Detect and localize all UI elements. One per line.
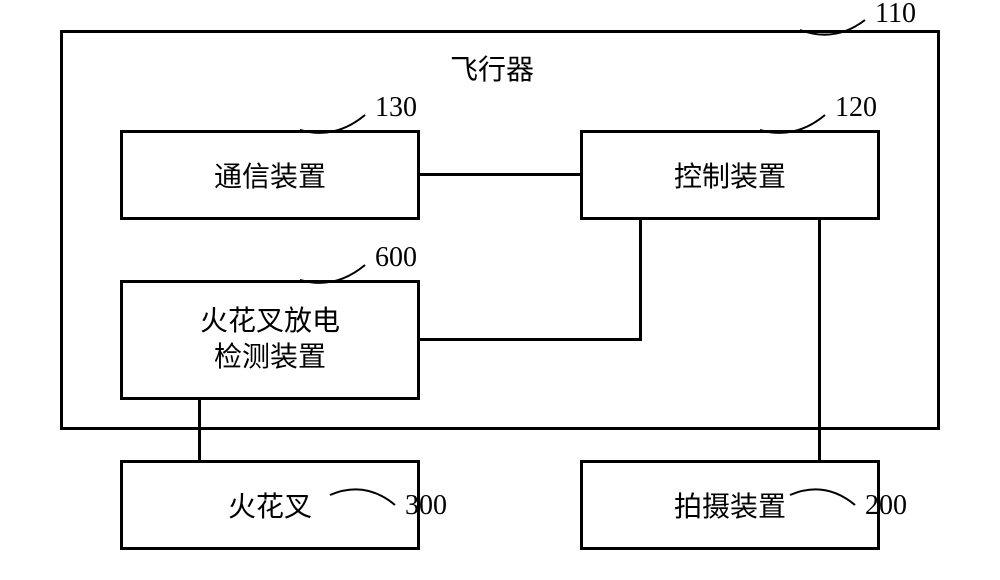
id-600: 600	[375, 242, 417, 274]
connector-detect-control-v	[639, 220, 642, 341]
block-comm: 通信装置	[120, 130, 420, 220]
block-control-label: 控制装置	[674, 155, 786, 195]
id-110: 110	[875, 0, 916, 30]
id-200: 200	[865, 490, 907, 522]
id-130: 130	[375, 92, 417, 124]
connector-comm-control	[420, 173, 580, 176]
block-comm-label: 通信装置	[214, 155, 326, 195]
leader-110	[800, 8, 870, 38]
leader-300	[330, 485, 400, 515]
connector-detect-sparkfork	[198, 400, 201, 460]
block-sparkfork-label: 火花叉	[228, 485, 312, 525]
block-detect: 火花叉放电 检测装置	[120, 280, 420, 400]
leader-600	[300, 255, 370, 285]
id-120: 120	[835, 92, 877, 124]
block-control: 控制装置	[580, 130, 880, 220]
leader-200	[790, 485, 860, 515]
leader-120	[760, 105, 830, 135]
container-title: 飞行器	[450, 48, 534, 88]
connector-control-camera	[818, 220, 821, 460]
block-detect-label: 火花叉放电 检测装置	[200, 304, 340, 377]
leader-130	[300, 105, 370, 135]
connector-detect-control-h	[420, 338, 642, 341]
block-camera-label: 拍摄装置	[674, 485, 786, 525]
id-300: 300	[405, 490, 447, 522]
